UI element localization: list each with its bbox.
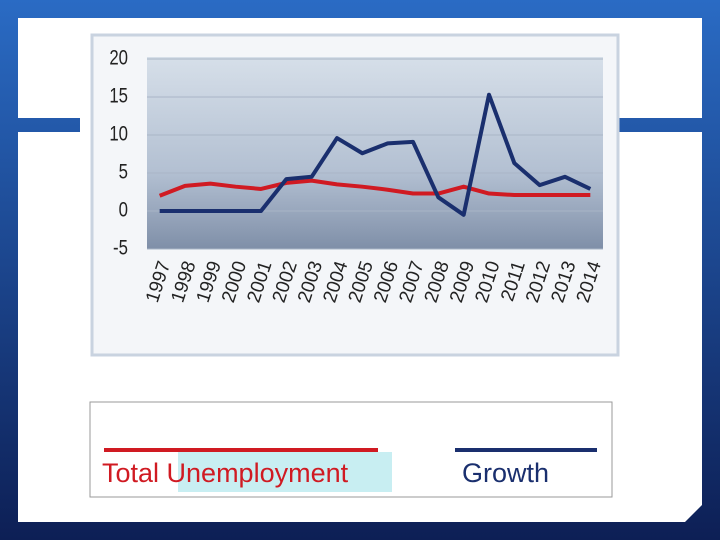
text-highlight: [178, 452, 392, 492]
chart: -505101520199719981999200020012002200320…: [109, 47, 606, 305]
series-line: [159, 92, 592, 217]
legend-label: Total Unemployment: [102, 458, 349, 488]
series-line: [158, 178, 591, 198]
y-tick-label: 5: [119, 161, 128, 184]
legend-label: Growth: [462, 458, 549, 488]
y-tick-label: 15: [109, 85, 128, 108]
y-tick-label: 0: [119, 199, 128, 222]
plot-area: [147, 57, 603, 249]
y-tick-label: 10: [109, 123, 128, 146]
legend: Total Unemployment Growth: [102, 448, 597, 488]
y-tick-label: 20: [109, 47, 128, 70]
y-tick-label: -5: [113, 237, 128, 260]
